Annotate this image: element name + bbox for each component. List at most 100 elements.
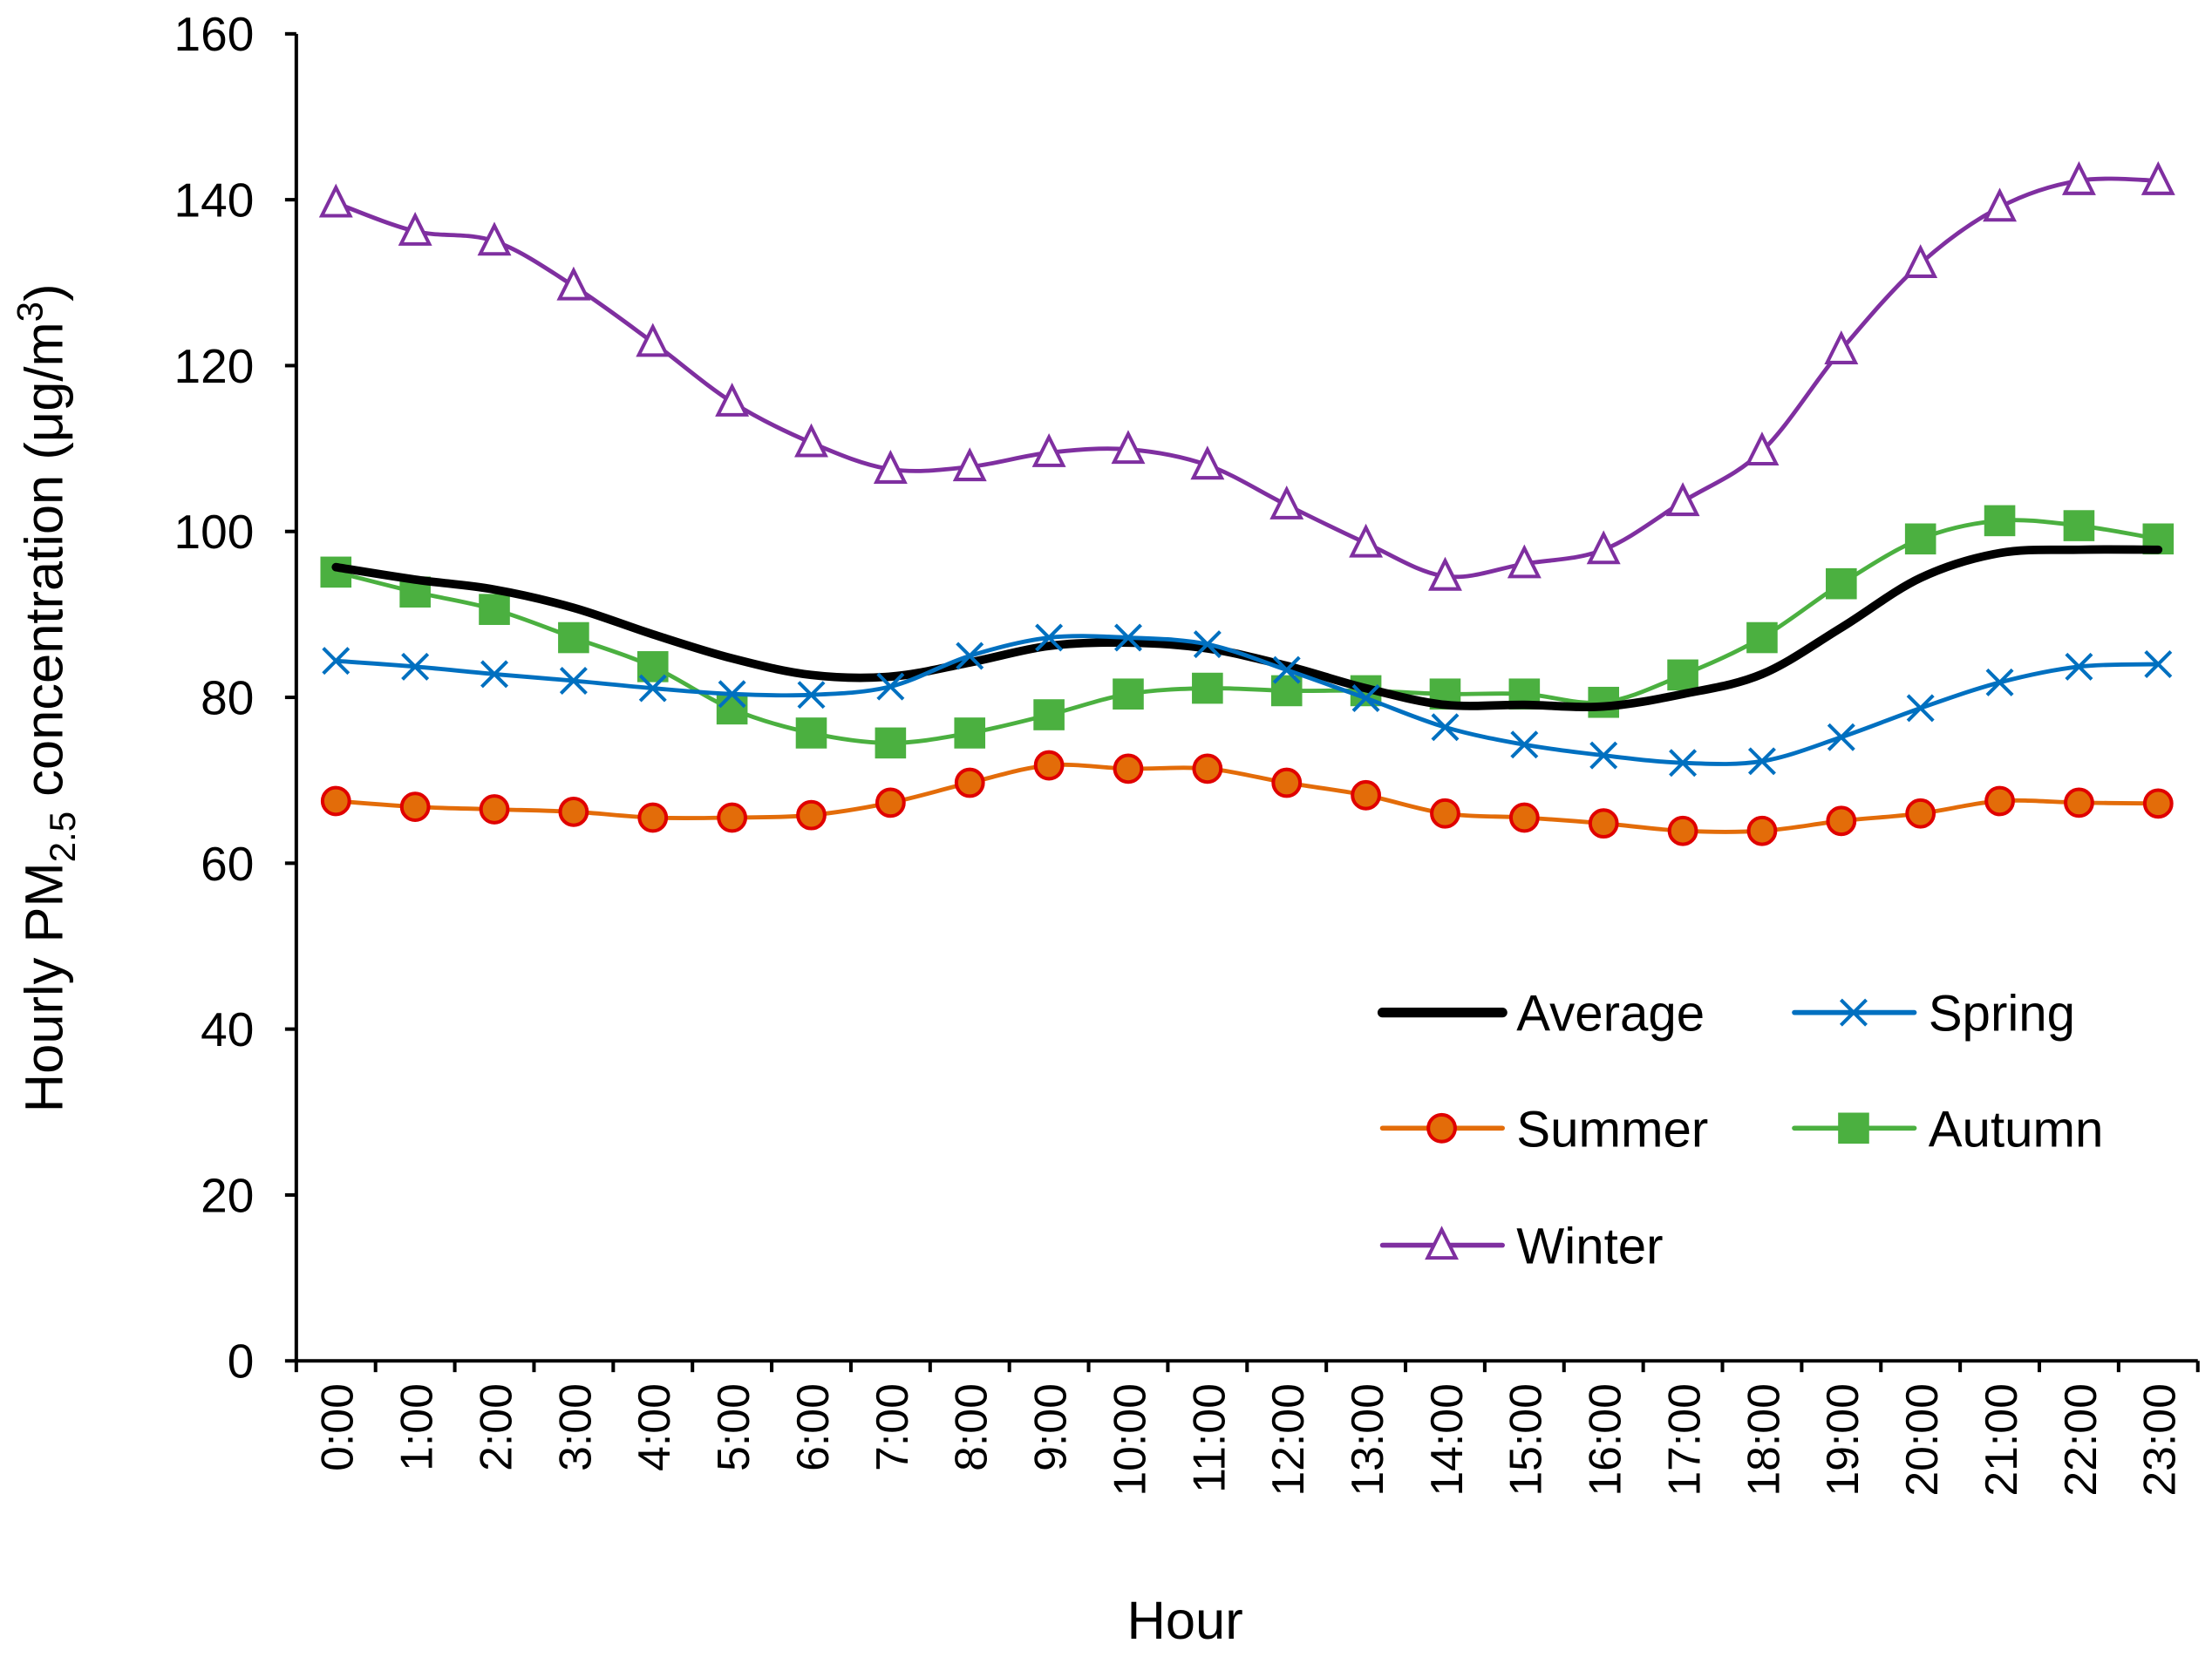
x-tick-label: 22:00 — [2055, 1383, 2106, 1497]
circle-marker — [1033, 750, 1065, 781]
legend-label: Winter — [1516, 1219, 1663, 1275]
y-tick-label: 80 — [201, 670, 254, 724]
x-marker — [401, 652, 430, 681]
x-tick-label: 14:00 — [1421, 1383, 1472, 1497]
y-tick-label: 60 — [201, 837, 254, 891]
triangle-marker — [873, 450, 908, 484]
square-marker — [1113, 678, 1144, 710]
y-tick-label: 120 — [174, 339, 255, 393]
x-marker — [1839, 998, 1868, 1027]
circle-marker — [1667, 815, 1698, 846]
square-marker — [1984, 505, 2016, 537]
x-tick-label: 7:00 — [867, 1383, 917, 1471]
legend-item-average: Average — [1377, 986, 1705, 1042]
x-tick-label: 9:00 — [1025, 1383, 1076, 1471]
circle-marker — [1271, 767, 1303, 798]
x-marker — [322, 647, 351, 676]
square-marker — [1746, 621, 1778, 654]
x-tick-label: 13:00 — [1342, 1383, 1392, 1497]
x-tick-label: 8:00 — [946, 1383, 997, 1471]
legend-item-summer: Summer — [1379, 1101, 1708, 1158]
circle-marker — [796, 799, 827, 831]
x-tick-label: 17:00 — [1658, 1383, 1709, 1497]
circle-marker — [2064, 787, 2094, 818]
series-autumn — [320, 505, 2175, 759]
x-tick-label: 1:00 — [391, 1383, 442, 1471]
circle-marker — [399, 791, 431, 823]
triangle-marker — [794, 423, 828, 458]
x-marker — [2065, 652, 2093, 681]
x-tick-label: 21:00 — [1976, 1383, 2026, 1497]
circle-marker — [1826, 805, 1857, 837]
square-marker — [1826, 567, 1857, 600]
circle-marker — [1192, 753, 1223, 784]
circle-marker — [320, 785, 351, 817]
legend: Average Spring Summer Autumn Winter — [1377, 986, 2104, 1275]
x-marker — [1113, 623, 1142, 652]
circle-marker — [1113, 753, 1144, 784]
legend-label: Summer — [1516, 1101, 1708, 1158]
square-marker — [2063, 510, 2095, 541]
x-marker — [876, 672, 905, 701]
x-tick-label: 18:00 — [1738, 1383, 1788, 1497]
circle-marker — [2142, 788, 2174, 819]
x-tick-label: 6:00 — [787, 1383, 838, 1471]
x-tick-label: 5:00 — [708, 1383, 759, 1471]
legend-label: Average — [1516, 986, 1705, 1042]
legend-item-spring: Spring — [1792, 986, 2075, 1042]
triangle-marker — [556, 266, 591, 301]
triangle-marker — [636, 323, 670, 357]
x-tick-label: 11:00 — [1183, 1383, 1234, 1493]
square-marker — [716, 693, 748, 725]
x-marker — [638, 674, 667, 703]
series-line-summer — [333, 762, 2161, 834]
triangle-marker — [1507, 544, 1542, 579]
x-tick-label: 23:00 — [2134, 1383, 2185, 1497]
legend-item-winter: Winter — [1379, 1219, 1664, 1275]
x-tick-label: 12:00 — [1263, 1383, 1313, 1497]
circle-marker — [1984, 785, 2015, 817]
x-axis-title: Hour — [1126, 1591, 1242, 1651]
triangle-marker — [398, 211, 432, 246]
circle-marker — [637, 802, 669, 833]
x-marker — [1827, 723, 1855, 751]
y-tick-label: 0 — [228, 1334, 255, 1389]
square-marker — [1033, 699, 1065, 730]
x-marker — [1272, 655, 1301, 684]
x-marker — [559, 667, 588, 695]
x-marker — [797, 681, 826, 710]
x-marker — [1510, 730, 1539, 759]
legend-label: Autumn — [1929, 1101, 2104, 1158]
triangle-marker — [1824, 330, 1859, 364]
square-marker — [1904, 523, 1936, 555]
triangle-marker — [1190, 445, 1225, 480]
triangle-marker — [477, 221, 512, 256]
triangle-marker — [1983, 187, 2018, 222]
x-tick-label: 3:00 — [549, 1383, 600, 1471]
y-tick-label: 160 — [174, 7, 255, 61]
square-marker — [1192, 672, 1223, 704]
x-marker — [718, 680, 746, 709]
x-marker — [2144, 649, 2173, 678]
x-tick-label: 10:00 — [1104, 1383, 1154, 1497]
x-tick-label: 16:00 — [1580, 1383, 1630, 1497]
triangle-marker — [715, 382, 750, 417]
triangle-marker — [2061, 160, 2096, 195]
circle-marker — [875, 787, 906, 818]
triangle-marker — [1428, 556, 1462, 591]
triangle-marker — [952, 447, 987, 482]
triangle-marker — [1745, 431, 1780, 466]
triangle-marker — [1031, 433, 1066, 467]
legend-label: Spring — [1929, 986, 2075, 1042]
circle-marker — [1351, 779, 1381, 811]
square-marker — [954, 717, 986, 749]
circle-marker — [954, 767, 985, 798]
circle-marker — [1746, 815, 1778, 846]
triangle-marker — [318, 183, 353, 218]
triangle-marker — [1586, 530, 1621, 565]
x-marker — [1985, 668, 2014, 696]
square-marker — [875, 727, 907, 759]
x-marker — [1351, 683, 1380, 712]
circle-marker — [479, 794, 510, 825]
